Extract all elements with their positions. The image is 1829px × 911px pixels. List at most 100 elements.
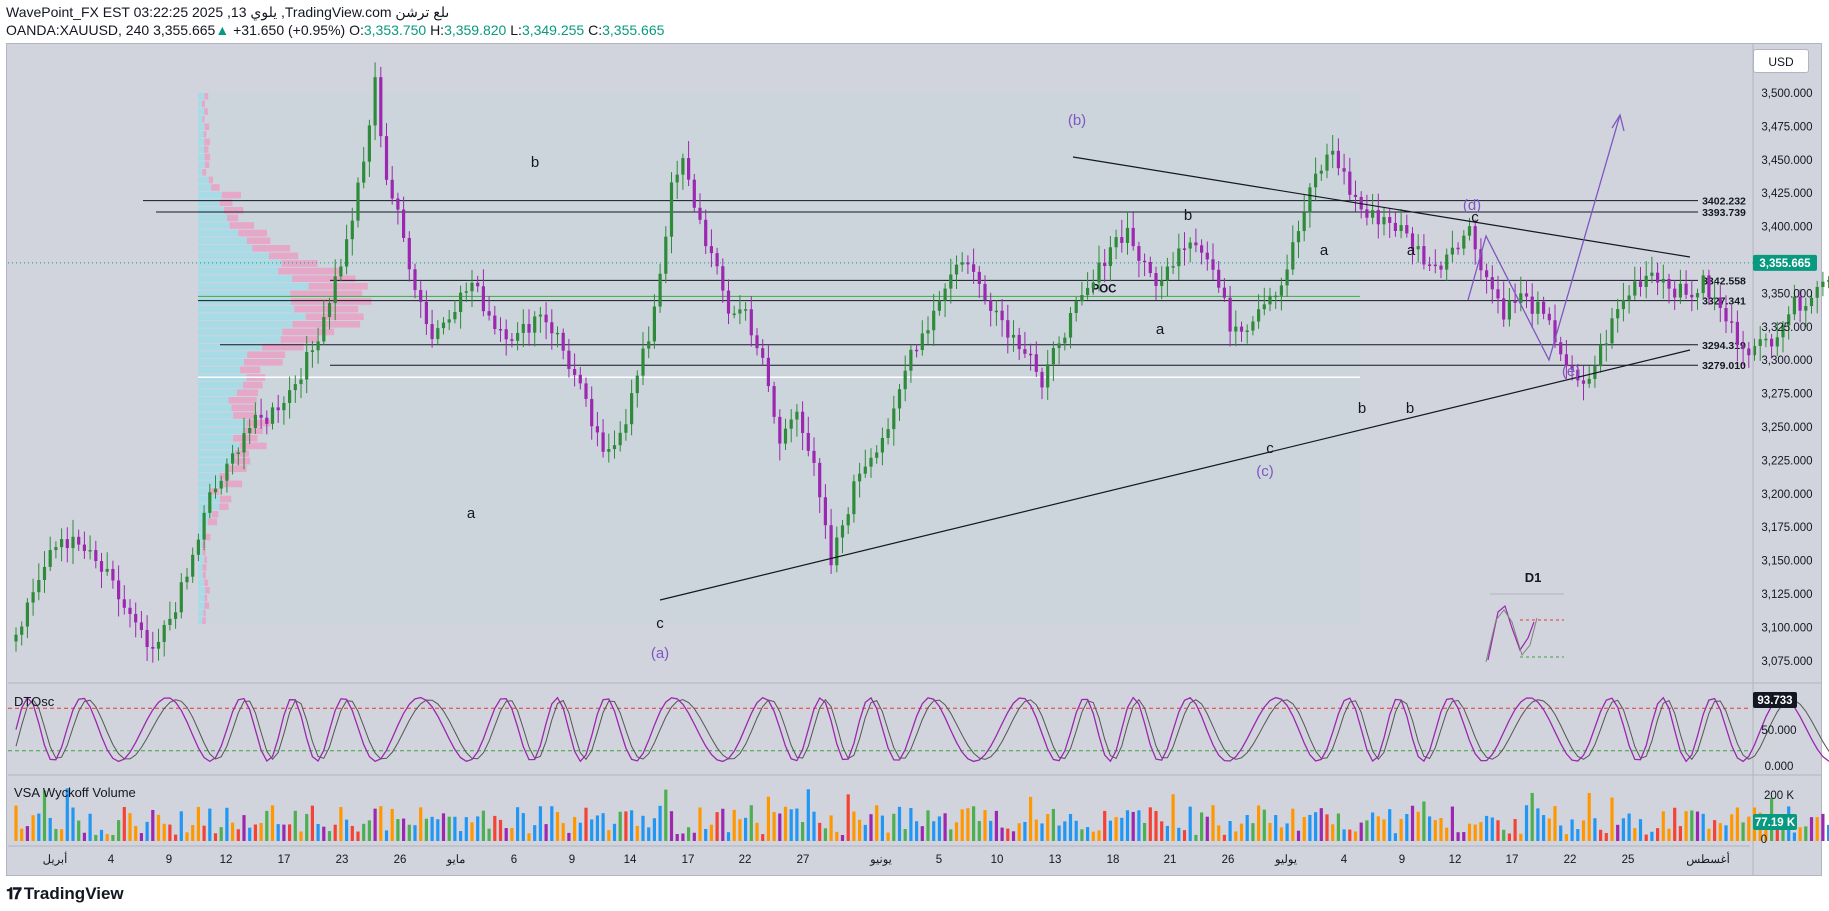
volume-bar [77, 820, 81, 841]
candle-body [1758, 339, 1762, 346]
candle [1809, 291, 1814, 314]
volume-bar [1821, 813, 1825, 841]
candle-body [1787, 314, 1791, 326]
candle-body [60, 539, 64, 548]
currency-button[interactable]: USD [1753, 49, 1809, 73]
tradingview-logo[interactable]: 𝟏𝟕 TradingView [6, 884, 124, 904]
volume-bar [1200, 812, 1204, 841]
candle [858, 462, 862, 498]
profile-range-box [198, 93, 1360, 623]
volume-bar [1274, 815, 1278, 841]
candle [1336, 138, 1340, 176]
candle [447, 309, 451, 331]
volume-bar [1131, 811, 1135, 841]
volume-bar [1160, 821, 1164, 841]
candle [635, 370, 639, 408]
candle-body [1222, 287, 1226, 298]
candle-body [1815, 286, 1819, 298]
volume-profile-down-bar [305, 313, 364, 320]
candle [880, 427, 884, 466]
symbol-name[interactable]: OANDA:XAUUSD, 240 [6, 22, 150, 38]
x-axis-tick-label: 22 [1564, 854, 1577, 866]
candle-body [1684, 283, 1688, 295]
candle [801, 401, 805, 451]
volume-profile-up-bar [198, 229, 239, 237]
candle-body [578, 374, 582, 384]
candle-body [179, 582, 183, 613]
x-axis-tick-label: 5 [936, 854, 942, 866]
volume-bar [977, 821, 981, 841]
x-axis-tick-label: 27 [797, 854, 810, 866]
candle [1279, 277, 1283, 311]
volume-profile-up-bar [198, 549, 203, 556]
candle-body [1718, 297, 1722, 308]
volume-bar [789, 809, 793, 841]
volume-bar [909, 808, 913, 841]
volume-profile-up-bar [198, 336, 281, 343]
candle-body [1165, 266, 1169, 281]
candle [42, 551, 47, 593]
candle [1462, 230, 1466, 256]
volume-profile-down-bar [204, 556, 208, 564]
candle [630, 379, 634, 436]
candle-body [875, 452, 879, 458]
volume-bar [550, 806, 554, 841]
volume-bar [1661, 811, 1665, 841]
candle-body [630, 393, 634, 425]
upper-trendline [1072, 156, 1691, 258]
candle [1798, 289, 1802, 323]
volume-bar [333, 824, 337, 841]
candle [1091, 269, 1095, 295]
candle [761, 339, 765, 366]
candle [538, 306, 542, 333]
volume-profile-up-bar [198, 359, 245, 366]
volume-bar [664, 789, 668, 841]
candle [1638, 266, 1643, 297]
candle-body [208, 492, 212, 513]
candle-body [31, 592, 35, 603]
volume-bar [681, 833, 685, 841]
volume-bar [1046, 814, 1050, 841]
volume-bar [812, 811, 816, 841]
candle-body [1422, 246, 1426, 265]
wave-label-primary: (c) [1256, 463, 1274, 480]
volume-profile-up-bar [198, 207, 225, 214]
candle [1439, 261, 1443, 279]
candle-body [345, 239, 349, 267]
volume-bar [236, 829, 240, 841]
candle [37, 563, 41, 601]
candle-body [966, 262, 970, 265]
candle [1388, 208, 1392, 239]
candle [1627, 285, 1631, 314]
candle-body [1462, 235, 1466, 249]
volume-bar [761, 834, 765, 841]
volume-profile-up-bar [198, 123, 205, 130]
volume-bar [1621, 818, 1625, 841]
volume-profile-down-bar [219, 473, 230, 480]
candle [555, 326, 560, 348]
candle-body [1781, 325, 1785, 338]
volume-bar [897, 806, 902, 841]
volume-bar [1091, 831, 1095, 841]
candle [1547, 307, 1551, 325]
x-axis-tick-label: يوليو [1274, 853, 1297, 866]
candle-body [778, 416, 782, 444]
candle [601, 419, 605, 458]
candle-body [544, 314, 548, 323]
volume-bar [1291, 808, 1295, 841]
volume-bar [14, 805, 18, 841]
candle [1821, 271, 1825, 297]
volume-profile-up-bar [198, 214, 228, 222]
volume-bar [1342, 829, 1346, 841]
volume-bar [20, 828, 24, 841]
volume-bar [692, 832, 696, 841]
candle [1046, 349, 1050, 400]
candle [327, 297, 332, 330]
candle-body [1485, 270, 1489, 278]
candle [1747, 341, 1751, 368]
volume-bar [772, 811, 776, 841]
candle-body [94, 550, 98, 561]
candle [1633, 266, 1637, 300]
candle-body [835, 537, 839, 566]
